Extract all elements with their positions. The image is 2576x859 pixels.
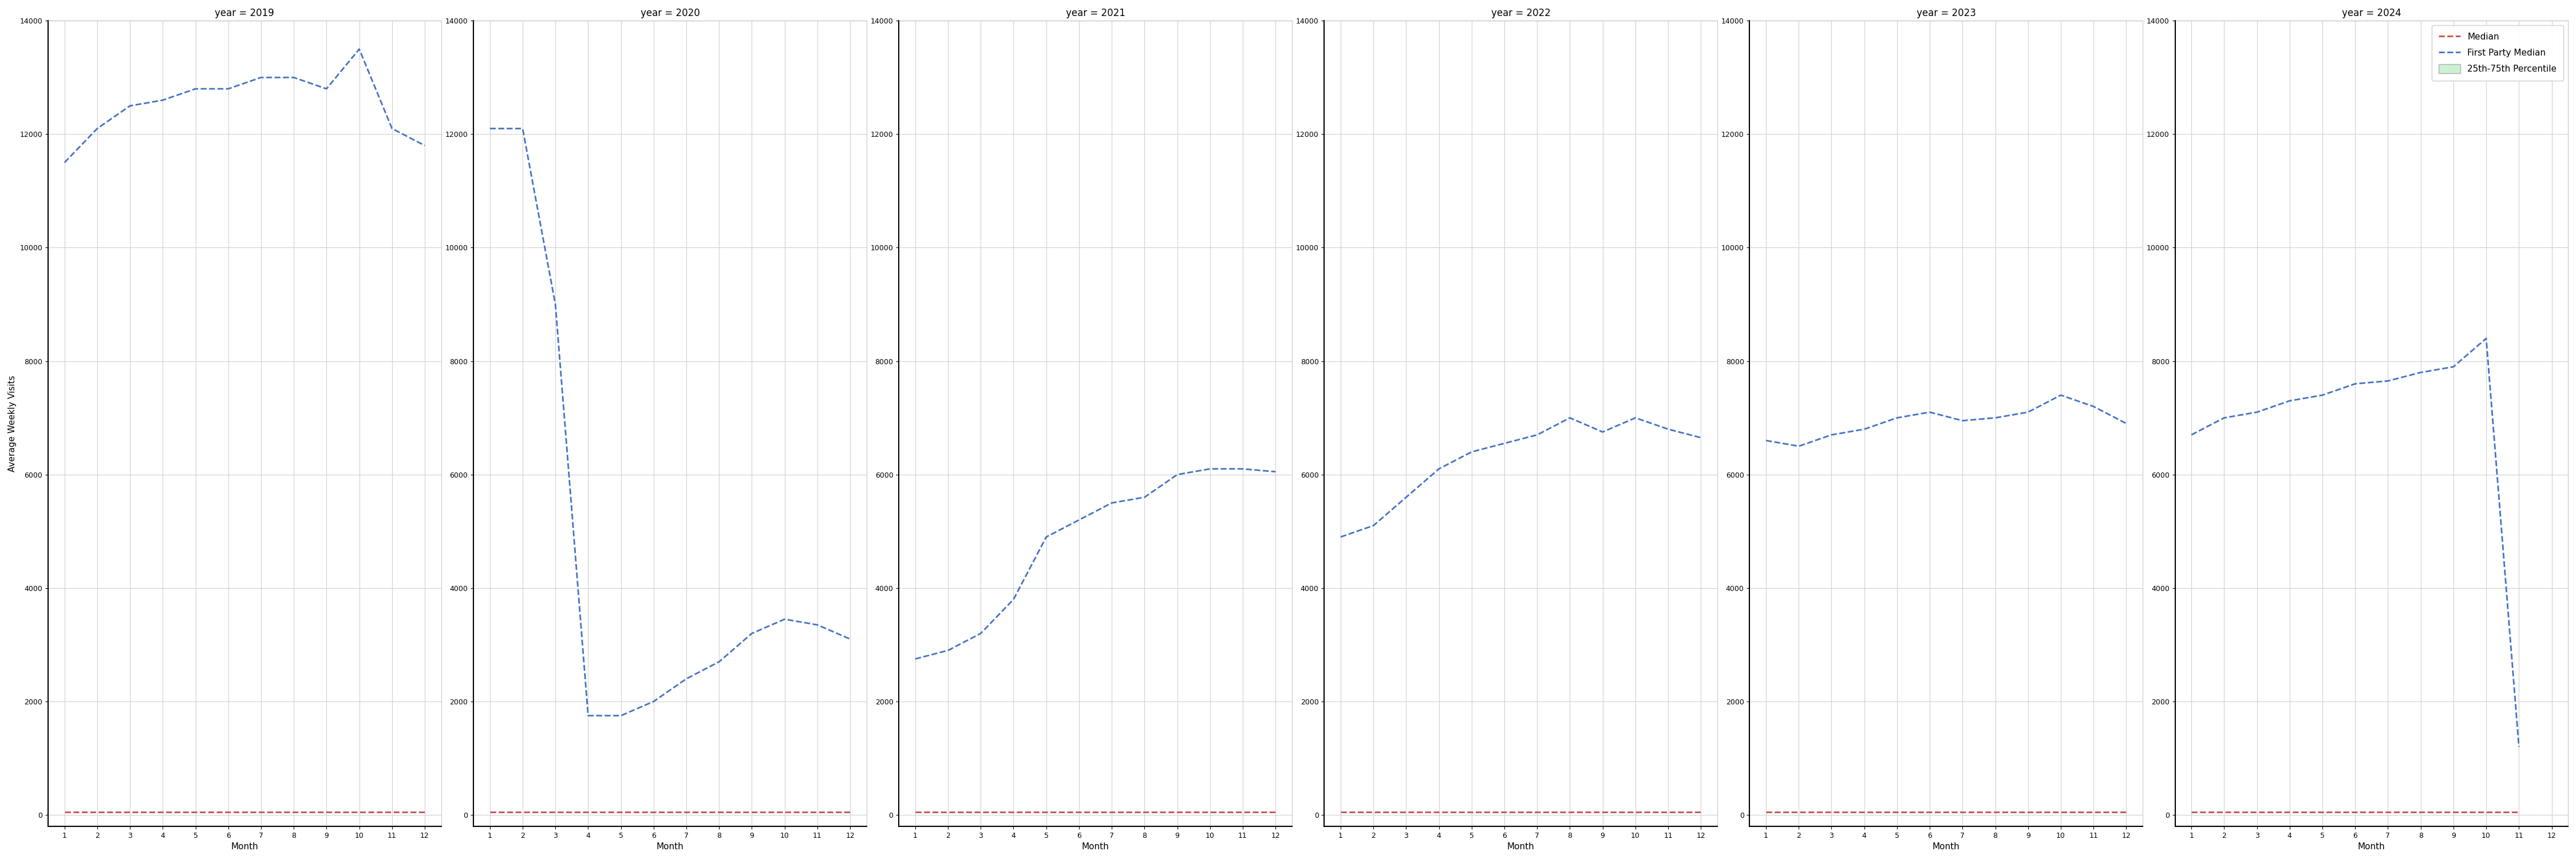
Title: year = 2022: year = 2022 <box>1492 8 1551 18</box>
Title: year = 2024: year = 2024 <box>2342 8 2401 18</box>
X-axis label: Month: Month <box>232 843 258 851</box>
Title: year = 2019: year = 2019 <box>214 8 273 18</box>
X-axis label: Month: Month <box>657 843 683 851</box>
X-axis label: Month: Month <box>1507 843 1535 851</box>
Legend: Median, First Party Median, 25th-75th Percentile: Median, First Party Median, 25th-75th Pe… <box>2432 25 2563 81</box>
Title: year = 2020: year = 2020 <box>641 8 701 18</box>
X-axis label: Month: Month <box>1932 843 1960 851</box>
Y-axis label: Average Weekly Visits: Average Weekly Visits <box>8 375 15 472</box>
Title: year = 2021: year = 2021 <box>1066 8 1126 18</box>
X-axis label: Month: Month <box>1082 843 1110 851</box>
Title: year = 2023: year = 2023 <box>1917 8 1976 18</box>
X-axis label: Month: Month <box>2357 843 2385 851</box>
